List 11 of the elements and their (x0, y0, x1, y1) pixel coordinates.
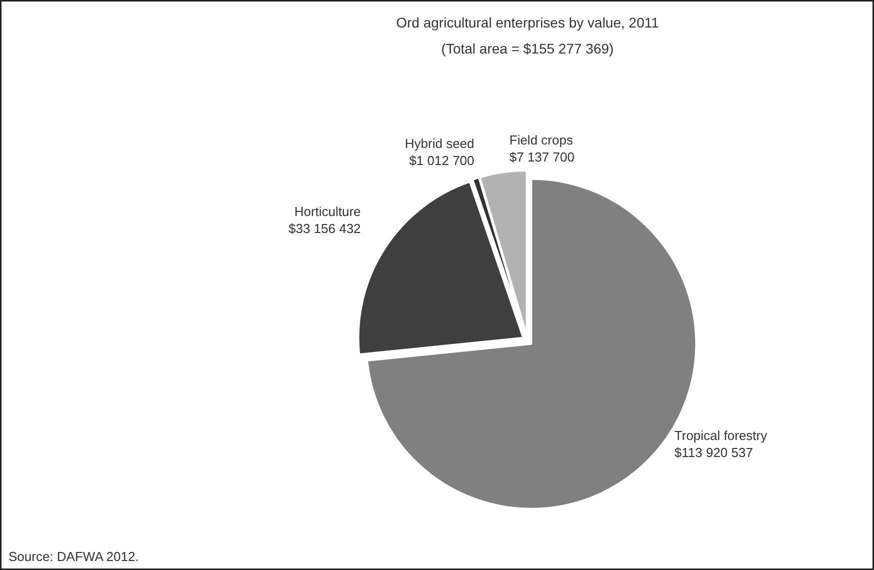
slice-label: Hybrid seed (404, 136, 474, 151)
data-label: $7 137 700 (509, 150, 574, 165)
data-label: $113 920 537 (674, 445, 753, 460)
chart-title: Ord agricultural enterprises by value, 2011 (396, 14, 660, 30)
data-label: $1 012 700 (409, 153, 474, 168)
slice-label: Field crops (509, 132, 574, 148)
slice-label: Tropical forestry (674, 428, 768, 444)
source-note: Source: DAFWA 2012. (8, 549, 139, 564)
data-label: $33 156 432 (288, 221, 361, 236)
slice-label: Horticulture (294, 204, 361, 220)
chart-subtitle: (Total area = $155 277 369) (441, 40, 614, 56)
